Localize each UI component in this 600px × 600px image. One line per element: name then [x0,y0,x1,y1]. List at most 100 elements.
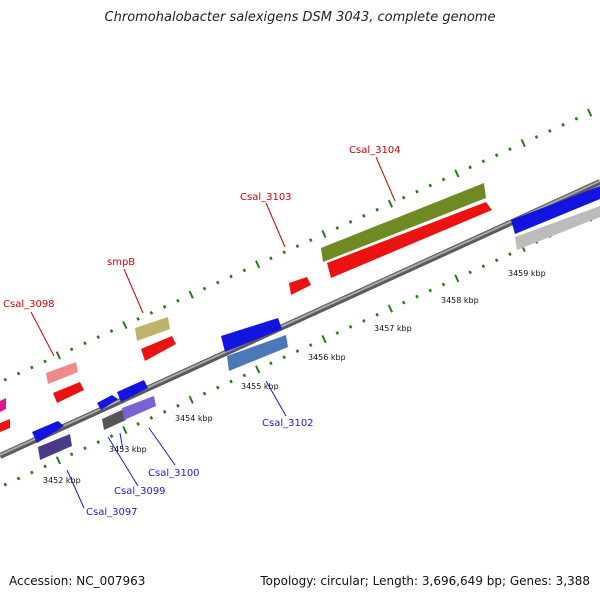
major-tick [122,320,128,330]
top-strand-features[interactable] [0,183,492,432]
minor-tick [441,282,446,287]
minor-tick [96,335,101,340]
scale-label: 3458 kbp [441,296,479,305]
minor-tick [149,415,154,420]
minor-tick [43,359,47,364]
minor-tick [308,238,313,242]
minor-tick [202,391,207,396]
minor-tick [415,294,419,299]
accession-text: Accession: NC_007963 [9,574,146,588]
minor-tick [561,122,565,127]
gene-feature [117,380,148,402]
major-tick [387,199,393,208]
minor-tick [30,365,34,370]
gene-feature [511,186,600,234]
gene-feature [46,362,78,384]
minor-tick [494,258,499,263]
minor-tick [574,116,579,121]
minor-tick [16,371,21,376]
gene-label: Csal_3104 [349,145,401,156]
minor-tick [348,220,353,224]
minor-tick [136,422,140,426]
gene-feature [135,317,170,341]
minor-tick [348,325,353,329]
major-tick [55,456,61,465]
gene-feature [327,202,492,278]
gene-label: Csal_3100 [148,468,200,479]
minor-tick [69,452,74,457]
gene-feature [53,382,84,403]
major-tick [55,351,61,360]
scale-label: 3454 kbp [175,414,213,423]
scale-label: 3455 kbp [241,382,279,391]
minor-tick [282,355,286,360]
genome-summary-text: Topology: circular; Length: 3,696,649 bp… [260,574,590,588]
minor-tick [69,347,74,352]
minor-tick [3,377,8,382]
gene-label: smpB [107,257,135,268]
gene-feature [321,183,486,262]
major-tick [188,290,194,299]
bottom-strand-features[interactable] [32,186,600,460]
minor-tick [16,476,21,481]
minor-tick [415,189,419,194]
major-tick [454,169,460,178]
major-tick [122,425,128,435]
major-tick [321,334,327,344]
minor-tick [468,270,472,275]
minor-tick [229,274,233,279]
scale-label: 3459 kbp [508,269,546,278]
minor-tick [375,312,379,317]
minor-tick [216,385,220,390]
minor-tick [534,135,539,139]
minor-tick [375,207,379,212]
scale-label: 3457 kbp [374,324,412,333]
gene-label: Csal_3099 [114,486,166,497]
minor-tick [176,403,180,408]
leader-lines [30,156,396,509]
minor-tick [401,300,406,305]
minor-tick [481,264,486,269]
scale-label: 3456 kbp [308,353,346,362]
gene-feature [0,398,6,412]
minor-tick [308,343,313,347]
minor-tick [481,159,486,164]
gene-feature [0,419,10,432]
gene-feature [515,206,600,250]
minor-tick [295,349,300,354]
minor-tick [96,440,101,445]
minor-tick [43,464,47,469]
minor-tick [335,331,340,335]
minor-tick [508,252,512,257]
major-tick [520,139,526,148]
minor-tick [548,129,552,133]
major-tick [321,229,327,239]
gene-label: Csal_3097 [86,507,138,518]
minor-tick [362,318,366,323]
minor-tick [136,317,140,321]
minor-tick [242,268,247,273]
gene-labels-top: Csal_3098 smpB Csal_3103 Csal_3104 [3,145,401,310]
minor-tick [441,177,446,182]
minor-tick [202,286,207,291]
minor-tick [109,329,114,333]
minor-tick [216,280,220,285]
minor-tick [335,226,340,230]
gene-feature [38,434,72,460]
scale-label: 3452 kbp [43,476,81,485]
gene-feature [97,395,118,410]
minor-tick [428,183,433,188]
minor-tick [295,244,300,249]
minor-tick [149,310,154,315]
scale-label: 3453 kbp [109,445,147,454]
genome-backbone [0,179,600,459]
minor-tick [494,153,499,158]
major-tick [255,365,261,374]
minor-tick [30,470,34,475]
minor-tick [109,434,114,438]
major-tick [255,260,261,269]
major-tick [587,108,593,117]
gene-feature [141,336,176,361]
minor-tick [162,304,167,309]
